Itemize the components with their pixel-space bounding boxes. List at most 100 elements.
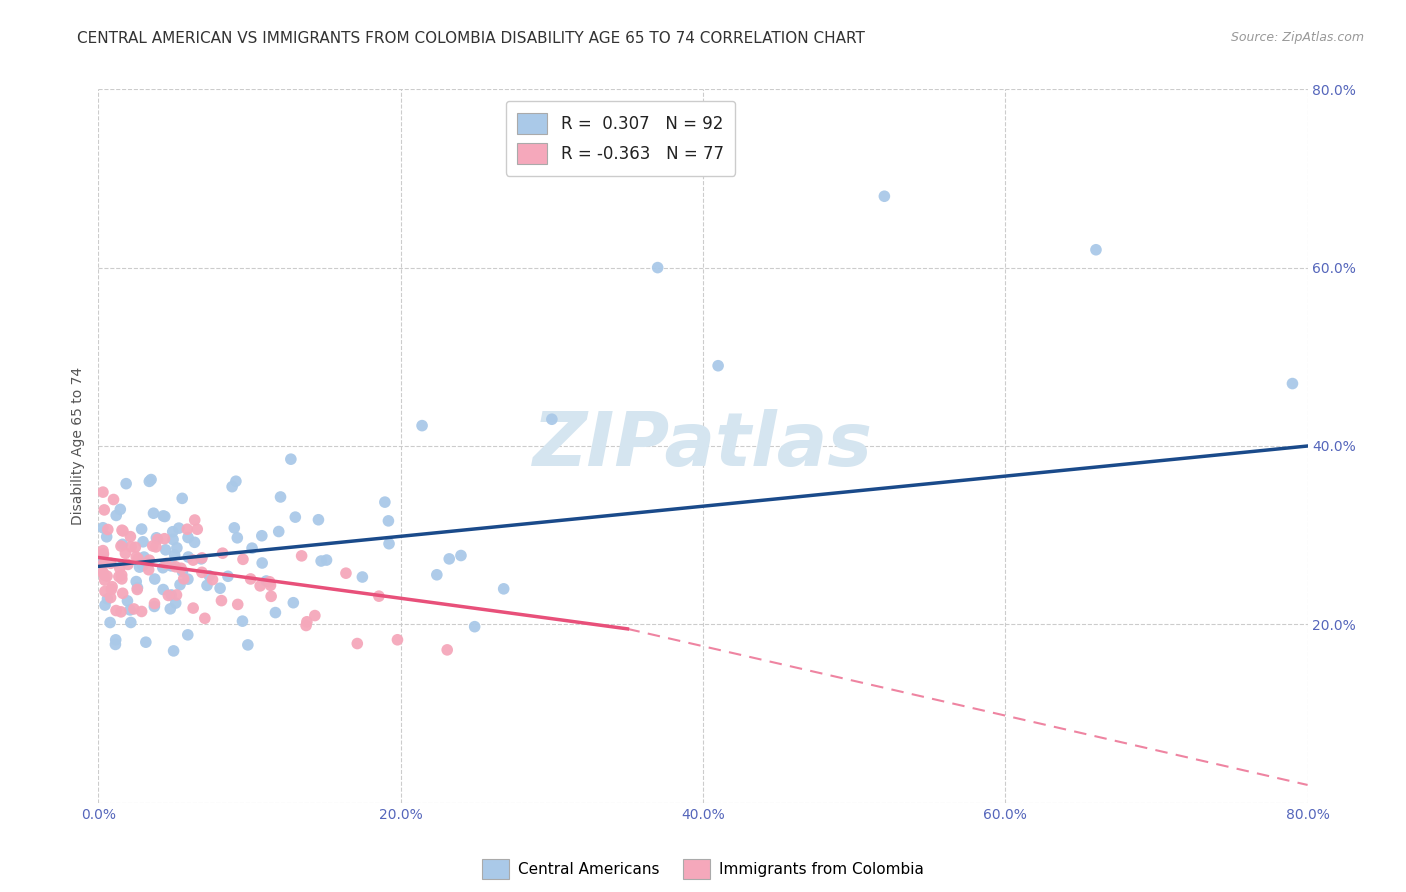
Point xyxy=(707,359,730,373)
Point xyxy=(108,561,131,575)
Point xyxy=(450,549,472,563)
Point xyxy=(100,582,122,597)
Point xyxy=(94,598,117,612)
Point xyxy=(236,638,259,652)
Point xyxy=(157,589,180,603)
Point xyxy=(254,574,277,588)
Point xyxy=(125,574,148,589)
Point xyxy=(335,566,357,581)
Point xyxy=(177,572,200,586)
Point xyxy=(120,530,142,544)
Point xyxy=(172,491,194,506)
Point xyxy=(259,574,281,589)
Point xyxy=(186,522,208,536)
Point xyxy=(117,558,139,572)
Point xyxy=(143,597,166,611)
Point xyxy=(91,558,114,572)
Point xyxy=(110,605,132,619)
Point xyxy=(284,510,307,524)
Point xyxy=(135,635,157,649)
Point xyxy=(270,490,292,504)
Point xyxy=(352,570,374,584)
Point xyxy=(94,584,117,599)
Legend: Central Americans, Immigrants from Colombia: Central Americans, Immigrants from Colom… xyxy=(475,854,931,885)
Point xyxy=(231,614,253,628)
Point xyxy=(169,577,191,591)
Point xyxy=(108,569,131,583)
Point xyxy=(111,537,134,551)
Point xyxy=(183,535,205,549)
Point xyxy=(540,412,562,426)
Point xyxy=(492,582,515,596)
Point xyxy=(264,606,287,620)
Point xyxy=(225,474,247,488)
Point xyxy=(98,615,121,630)
Point xyxy=(181,601,204,615)
Point xyxy=(198,569,221,583)
Point xyxy=(295,615,318,629)
Point xyxy=(177,531,200,545)
Point xyxy=(439,552,461,566)
Point xyxy=(128,560,150,574)
Point xyxy=(162,533,184,547)
Point xyxy=(146,533,169,547)
Point xyxy=(111,572,134,586)
Point xyxy=(177,549,200,564)
Point xyxy=(249,579,271,593)
Point xyxy=(1085,243,1108,257)
Point xyxy=(873,189,896,203)
Point xyxy=(105,603,128,617)
Point xyxy=(295,618,318,632)
Point xyxy=(184,513,207,527)
Point xyxy=(315,553,337,567)
Point xyxy=(96,530,118,544)
Point xyxy=(170,561,193,575)
Point xyxy=(377,514,399,528)
Point xyxy=(124,540,146,554)
Point xyxy=(97,523,120,537)
Point xyxy=(115,476,138,491)
Point xyxy=(91,548,114,562)
Point xyxy=(176,522,198,536)
Point xyxy=(177,628,200,642)
Point xyxy=(172,565,194,579)
Point xyxy=(110,539,132,553)
Point xyxy=(155,557,177,571)
Text: Source: ZipAtlas.com: Source: ZipAtlas.com xyxy=(1230,31,1364,45)
Point xyxy=(250,529,273,543)
Point xyxy=(138,563,160,577)
Point xyxy=(191,550,214,565)
Point xyxy=(159,602,181,616)
Point xyxy=(96,591,118,606)
Point xyxy=(426,567,449,582)
Point xyxy=(91,521,114,535)
Point xyxy=(160,588,183,602)
Point xyxy=(166,541,188,555)
Point xyxy=(127,551,149,566)
Point xyxy=(226,531,249,545)
Point xyxy=(145,540,167,554)
Point xyxy=(411,418,433,433)
Point xyxy=(291,549,314,563)
Point xyxy=(112,524,135,538)
Point xyxy=(132,534,155,549)
Point xyxy=(165,559,187,574)
Point xyxy=(100,591,122,605)
Point xyxy=(1281,376,1303,391)
Point xyxy=(138,553,160,567)
Point xyxy=(226,598,249,612)
Point xyxy=(165,596,187,610)
Point xyxy=(162,644,184,658)
Point xyxy=(173,572,195,586)
Point xyxy=(464,620,486,634)
Point xyxy=(152,582,174,597)
Point xyxy=(153,509,176,524)
Point xyxy=(145,531,167,545)
Text: CENTRAL AMERICAN VS IMMIGRANTS FROM COLOMBIA DISABILITY AGE 65 TO 74 CORRELATION: CENTRAL AMERICAN VS IMMIGRANTS FROM COLO… xyxy=(77,31,865,46)
Point xyxy=(142,539,165,553)
Point xyxy=(259,578,281,592)
Point xyxy=(125,549,148,564)
Point xyxy=(91,566,114,580)
Point xyxy=(93,503,115,517)
Point xyxy=(138,475,160,489)
